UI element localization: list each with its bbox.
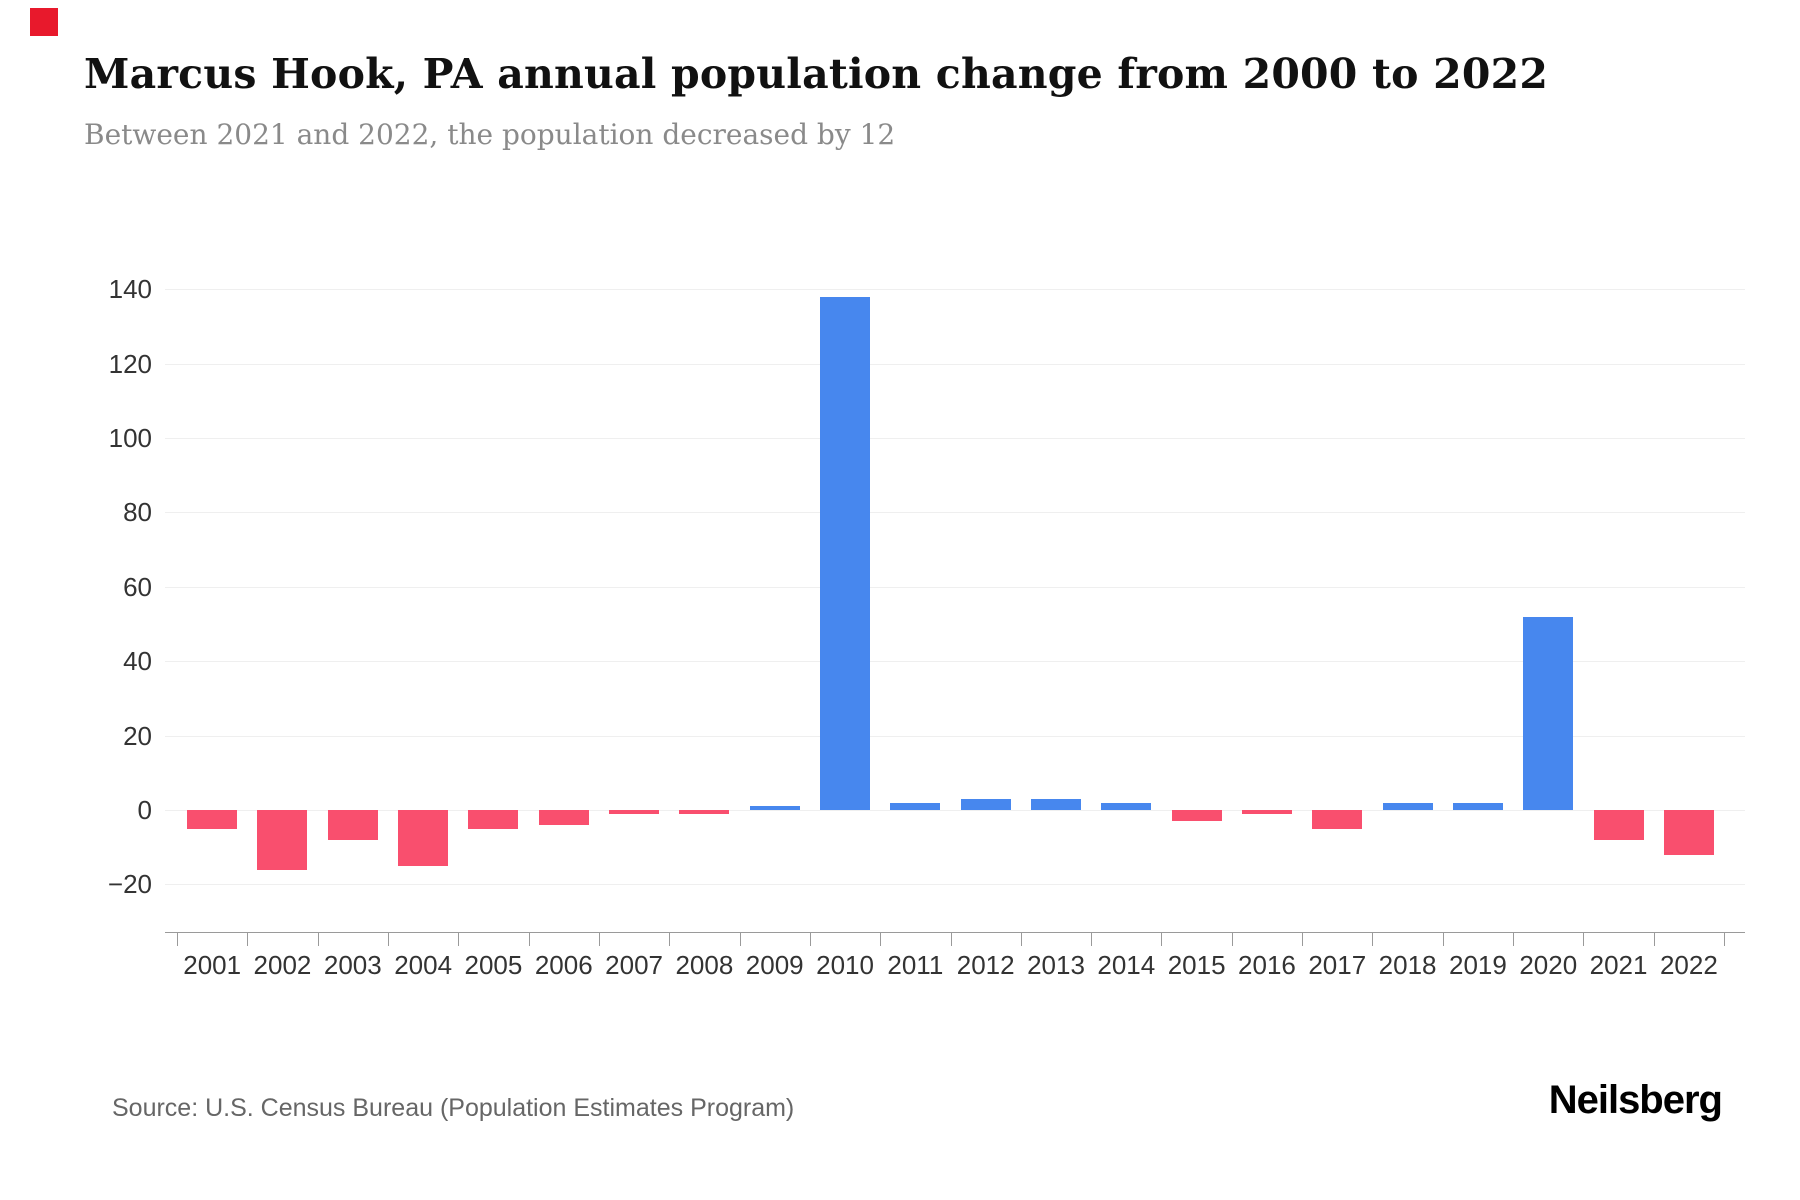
bar-2002[interactable] (257, 810, 308, 870)
x-axis-tick (1020, 932, 1022, 946)
x-axis-label-2005: 2005 (464, 950, 523, 980)
bar-2012[interactable] (960, 798, 1011, 810)
y-axis-label-140: 140 (108, 274, 152, 305)
gridline-y-120 (165, 363, 1745, 365)
x-axis-label-2003: 2003 (323, 950, 382, 980)
x-axis-label-2002: 2002 (253, 950, 312, 980)
x-axis-tick (739, 932, 741, 946)
y-axis-label--20: −20 (107, 869, 152, 900)
bar-2015[interactable] (1171, 810, 1222, 822)
bar-2019[interactable] (1452, 802, 1503, 810)
bar-2018[interactable] (1382, 802, 1433, 810)
x-axis-label-2004: 2004 (394, 950, 453, 980)
y-axis-label-120: 120 (108, 348, 152, 379)
y-axis-label-100: 100 (108, 423, 152, 453)
x-axis-label-2006: 2006 (534, 950, 593, 980)
y-axis-label-0: 0 (137, 795, 152, 825)
x-axis-label-2018: 2018 (1378, 950, 1437, 980)
bar-2021[interactable] (1593, 810, 1644, 840)
x-axis-label-2022: 2022 (1659, 950, 1718, 980)
bar-2010[interactable] (820, 296, 871, 810)
gridline-y-60 (165, 586, 1745, 588)
x-axis-line (165, 932, 1745, 933)
bar-2006[interactable] (538, 810, 589, 825)
gridline-y-80 (165, 512, 1745, 514)
brand-accent-square (30, 8, 58, 36)
x-axis-tick (1724, 932, 1726, 946)
x-axis-tick (598, 932, 600, 946)
source-text: Source: U.S. Census Bureau (Population E… (112, 1094, 795, 1122)
x-axis-tick (1653, 932, 1655, 946)
gridline-y-0 (165, 810, 1745, 811)
bar-2004[interactable] (398, 810, 449, 866)
gridline-y--20 (165, 884, 1745, 886)
x-axis-label-2021: 2021 (1589, 950, 1648, 980)
x-axis-label-2014: 2014 (1097, 950, 1156, 980)
bar-2016[interactable] (1241, 810, 1292, 814)
bar-2003[interactable] (327, 810, 378, 840)
x-axis-tick (1583, 932, 1585, 946)
x-axis-label-2001: 2001 (183, 950, 242, 980)
bar-2008[interactable] (679, 810, 730, 814)
x-axis-tick (1372, 932, 1374, 946)
bar-2022[interactable] (1663, 810, 1714, 855)
brand-logo: Neilsberg (1548, 1078, 1723, 1122)
x-axis-tick (528, 932, 530, 946)
x-axis-tick (1302, 932, 1304, 946)
x-axis-tick (387, 932, 389, 946)
x-axis-tick (950, 932, 952, 946)
x-axis-tick (317, 932, 319, 946)
bar-2009[interactable] (749, 806, 800, 810)
bar-2007[interactable] (609, 810, 660, 814)
x-axis-tick (458, 932, 460, 946)
x-axis-label-2015: 2015 (1167, 950, 1226, 980)
x-axis-tick (1161, 932, 1163, 946)
bar-2001[interactable] (187, 810, 238, 829)
bar-2014[interactable] (1101, 802, 1152, 810)
x-axis-tick (880, 932, 882, 946)
x-axis-tick (177, 932, 178, 946)
chart-title: Marcus Hook, PA annual population change… (84, 50, 1549, 98)
x-axis-tick (1231, 932, 1233, 946)
gridline-y-100 (165, 438, 1745, 439)
x-axis-label-2009: 2009 (745, 950, 804, 980)
x-axis-label-2013: 2013 (1027, 950, 1085, 980)
x-axis-label-2008: 2008 (675, 950, 734, 980)
x-axis-label-2019: 2019 (1448, 950, 1507, 980)
y-axis-label-80: 80 (123, 497, 152, 528)
x-axis-tick (1513, 932, 1515, 946)
y-axis-label-40: 40 (123, 646, 152, 677)
gridline-y-140 (165, 289, 1745, 291)
x-axis-label-2017: 2017 (1308, 950, 1367, 980)
gridline-y-40 (165, 661, 1745, 663)
x-axis-tick (809, 932, 811, 946)
x-axis-label-2011: 2011 (887, 950, 944, 980)
x-axis-tick (1442, 932, 1444, 946)
gridline-y-20 (165, 735, 1745, 737)
x-axis-label-2016: 2016 (1238, 950, 1296, 980)
bar-2011[interactable] (890, 802, 941, 810)
x-axis-tick (669, 932, 671, 946)
x-axis-label-2010: 2010 (816, 950, 874, 980)
x-axis-label-2020: 2020 (1519, 950, 1578, 980)
x-axis-tick (1091, 932, 1093, 946)
x-axis-label-2007: 2007 (605, 950, 663, 980)
x-axis-label-2012: 2012 (956, 950, 1015, 980)
bar-2005[interactable] (468, 810, 519, 829)
bar-2020[interactable] (1523, 616, 1574, 810)
bar-2017[interactable] (1312, 810, 1363, 829)
y-axis-label-60: 60 (123, 571, 152, 602)
x-axis-tick (247, 932, 249, 946)
y-axis-label-20: 20 (123, 720, 152, 751)
bar-2013[interactable] (1031, 798, 1081, 810)
chart-subtitle: Between 2021 and 2022, the population de… (84, 118, 896, 151)
